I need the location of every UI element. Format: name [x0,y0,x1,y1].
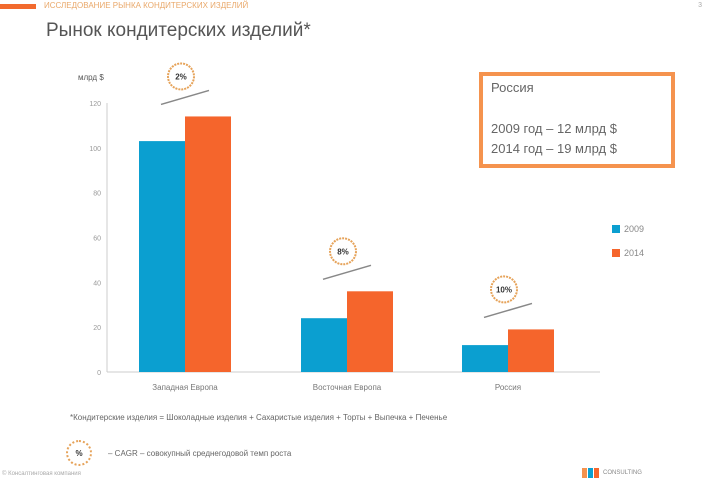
bar-2009 [301,318,347,372]
copyright: © Консалтинговая компания [2,471,81,477]
info-heading: Россия [491,80,534,95]
company-logo: CONSULTING [582,468,672,478]
y-tick-label: 40 [93,280,101,287]
cagr-badge: % [66,440,92,466]
legend-item-2014: 2014 [612,248,644,258]
y-tick-label: 80 [93,191,101,198]
trend-arrow [160,89,210,106]
y-tick-label: 20 [93,325,101,332]
info-line-2009: 2009 год – 12 млрд $ [491,121,617,136]
cagr-note: – CAGR – совокупный среднегодовой темп р… [108,449,292,458]
info-box: Россия 2009 год – 12 млрд $ 2014 год – 1… [479,72,675,168]
cagr-label: 2% [175,72,187,81]
bar-2014 [508,329,554,372]
bar-2009 [462,345,508,372]
cagr-circle [167,62,195,91]
trend-arrow [322,264,372,281]
page-title: Рынок кондитерских изделий* [46,20,311,41]
x-tick-label: Восточная Европа [313,383,382,392]
page-number: 3 [698,2,702,9]
subheading: ИССЛЕДОВАНИЕ РЫНКА КОНДИТЕРСКИХ ИЗДЕЛИЙ [44,1,249,10]
y-tick-label: 100 [89,146,101,153]
y-tick-label: 0 [97,370,101,377]
accent-bar [0,4,36,9]
y-tick-label: 60 [93,236,101,243]
cagr-circle [490,275,518,304]
x-tick-label: Россия [495,383,521,392]
bar-2014 [347,291,393,372]
y-tick-label: 120 [89,101,101,108]
y-axis-label: млрд $ [78,73,104,82]
bar-2014 [185,116,231,372]
bar-2009 [139,141,185,372]
footnote: *Кондитерские изделия = Шоколадные издел… [70,413,448,422]
legend-item-2009: 2009 [612,224,644,234]
cagr-label: 10% [496,285,512,294]
legend: 2009 2014 [612,224,644,272]
trend-arrow [483,302,533,319]
x-tick-label: Западная Европа [152,383,218,392]
cagr-label: 8% [337,247,349,256]
info-line-2014: 2014 год – 19 млрд $ [491,141,617,156]
cagr-circle [329,237,357,266]
